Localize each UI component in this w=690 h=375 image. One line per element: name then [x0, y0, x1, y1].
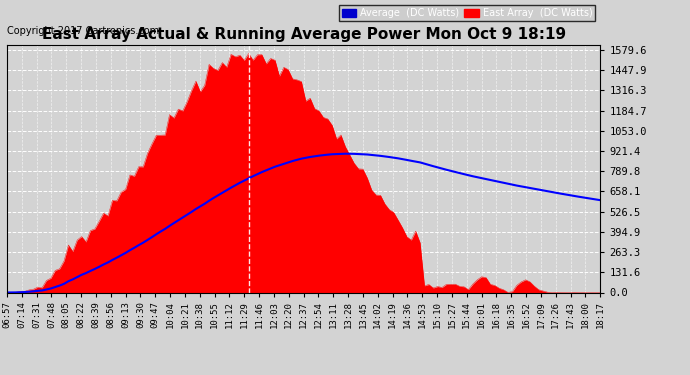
Title: East Array Actual & Running Average Power Mon Oct 9 18:19: East Array Actual & Running Average Powe…	[41, 27, 566, 42]
Text: Copyright 2017 Cartronics.com: Copyright 2017 Cartronics.com	[7, 26, 159, 36]
Legend: Average  (DC Watts), East Array  (DC Watts): Average (DC Watts), East Array (DC Watts…	[339, 5, 595, 21]
